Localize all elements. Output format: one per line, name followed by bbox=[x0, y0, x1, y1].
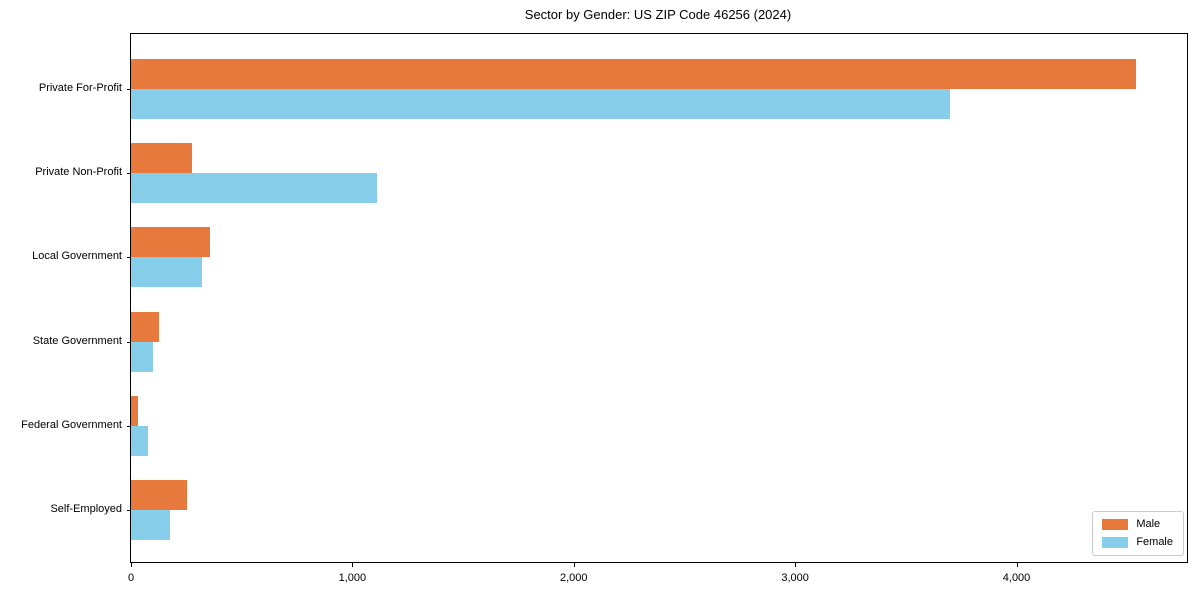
y-axis-label: Local Government bbox=[32, 250, 122, 263]
y-axis-label: Private Non-Profit bbox=[35, 166, 122, 179]
y-axis-label: State Government bbox=[32, 334, 122, 347]
bar-male-local-government bbox=[131, 227, 210, 258]
bar-female-private-non-profit bbox=[131, 173, 377, 204]
x-axis-tick bbox=[573, 563, 575, 567]
y-axis-tick bbox=[127, 425, 131, 427]
chart-title: Sector by Gender: US ZIP Code 46256 (202… bbox=[524, 7, 792, 22]
legend-label-female: Female bbox=[1136, 536, 1173, 548]
y-axis-tick bbox=[127, 89, 131, 90]
x-axis-tick-label: 2,000 bbox=[560, 572, 588, 584]
y-axis-label: Self-Employed bbox=[50, 503, 122, 515]
legend-entry-female: Female bbox=[1102, 537, 1173, 548]
y-axis-tick bbox=[127, 173, 131, 175]
bar-male-private-for-profit bbox=[131, 59, 1137, 89]
bar-female-state-government bbox=[131, 341, 154, 372]
legend-entry-male: Male bbox=[1102, 519, 1173, 530]
y-axis-tick bbox=[127, 257, 131, 259]
y-axis-tick bbox=[127, 510, 131, 511]
female-swatch-icon bbox=[1102, 537, 1129, 548]
bar-male-state-government bbox=[131, 311, 159, 342]
bar-male-private-non-profit bbox=[131, 143, 192, 174]
bar-male-federal-government bbox=[131, 395, 138, 426]
y-axis-tick bbox=[127, 341, 131, 343]
legend-label-male: Male bbox=[1136, 518, 1161, 530]
plot-area: Male Female 0 1,000 2,000 3,000 4,000 bbox=[127, 33, 1188, 584]
x-axis-tick bbox=[795, 563, 797, 567]
male-swatch-icon bbox=[1102, 519, 1129, 530]
x-axis-tick-label: 0 bbox=[127, 572, 135, 584]
x-axis-tick-label: 3,000 bbox=[781, 572, 809, 584]
y-axis-label: Private For-Profit bbox=[38, 82, 122, 94]
x-axis-tick-label: 4,000 bbox=[1002, 572, 1031, 584]
x-axis-tick-label: 1,000 bbox=[338, 572, 367, 584]
x-axis-tick bbox=[131, 563, 132, 567]
legend: Male Female bbox=[1092, 511, 1184, 556]
bar-male-self-employed bbox=[131, 480, 188, 510]
bar-female-private-for-profit bbox=[131, 89, 951, 119]
x-axis-tick bbox=[352, 563, 354, 567]
bar-female-federal-government bbox=[131, 425, 148, 456]
bar-female-self-employed bbox=[131, 510, 170, 540]
bar-female-local-government bbox=[131, 257, 202, 288]
y-axis-label: Federal Government bbox=[21, 418, 122, 431]
x-axis-tick bbox=[1016, 563, 1018, 567]
